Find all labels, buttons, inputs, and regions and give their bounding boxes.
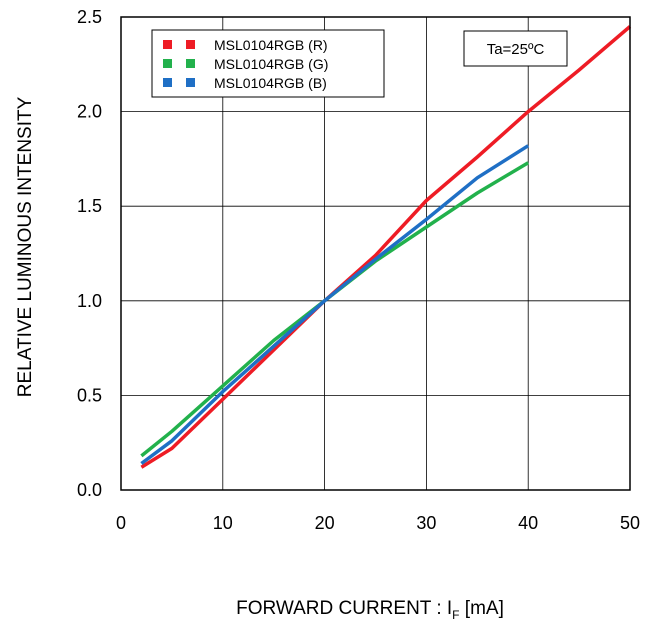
x-tick-label: 10 <box>213 513 233 533</box>
x-tick-label: 40 <box>518 513 538 533</box>
x-axis-title-subscript: F <box>452 608 459 622</box>
annotation-frame <box>463 30 568 67</box>
legend: MSL0104RGB (R) MSL0104RGB (G) MSL0104RGB (… <box>151 29 385 98</box>
legend-swatch-2-1 <box>186 78 195 87</box>
x-tick-label: 20 <box>315 513 335 533</box>
annotation-text: Ta=25ºC <box>487 41 545 58</box>
legend-label-1: MSL0104RGB (G) <box>214 56 328 72</box>
x-tick-label: 50 <box>620 513 640 533</box>
legend-swatch-2-0 <box>163 78 172 87</box>
series-line-0 <box>140 25 632 469</box>
temperature-annotation: Ta=25ºC <box>463 30 568 67</box>
legend-label-2: MSL0104RGB (B) <box>214 75 327 91</box>
y-tick-label: 2.0 <box>77 102 102 122</box>
x-axis-title: FORWARD CURRENT : IF [mA] <box>236 598 504 622</box>
y-tick-label: 0.5 <box>77 385 102 405</box>
x-tick-label: 0 <box>116 513 126 533</box>
legend-items: MSL0104RGB (R) MSL0104RGB (G) MSL0104RGB (… <box>163 37 328 91</box>
y-tick-labels: 0.0 0.5 1.0 1.5 2.0 2.5 <box>77 7 102 500</box>
y-tick-label: 1.5 <box>77 196 102 216</box>
x-axis-title-main: FORWARD CURRENT : I <box>236 598 452 619</box>
x-axis-title-unit: [mA] <box>460 598 504 619</box>
x-tick-labels: 0 10 20 30 40 50 <box>116 513 640 533</box>
y-axis-title: RELATIVE LUMINOUS INTENSITY <box>15 96 36 397</box>
series-lines <box>140 25 632 469</box>
legend-swatch-0-1 <box>186 40 195 49</box>
y-tick-label: 2.5 <box>77 7 102 27</box>
legend-swatch-1-0 <box>163 59 172 68</box>
legend-swatch-0-0 <box>163 40 172 49</box>
legend-label-0: MSL0104RGB (R) <box>214 37 328 53</box>
y-tick-label: 1.0 <box>77 291 102 311</box>
legend-swatch-1-1 <box>186 59 195 68</box>
plot-area-frame <box>120 16 631 491</box>
y-tick-label: 0.0 <box>77 480 102 500</box>
x-tick-label: 30 <box>416 513 436 533</box>
series-line-2 <box>140 144 530 465</box>
